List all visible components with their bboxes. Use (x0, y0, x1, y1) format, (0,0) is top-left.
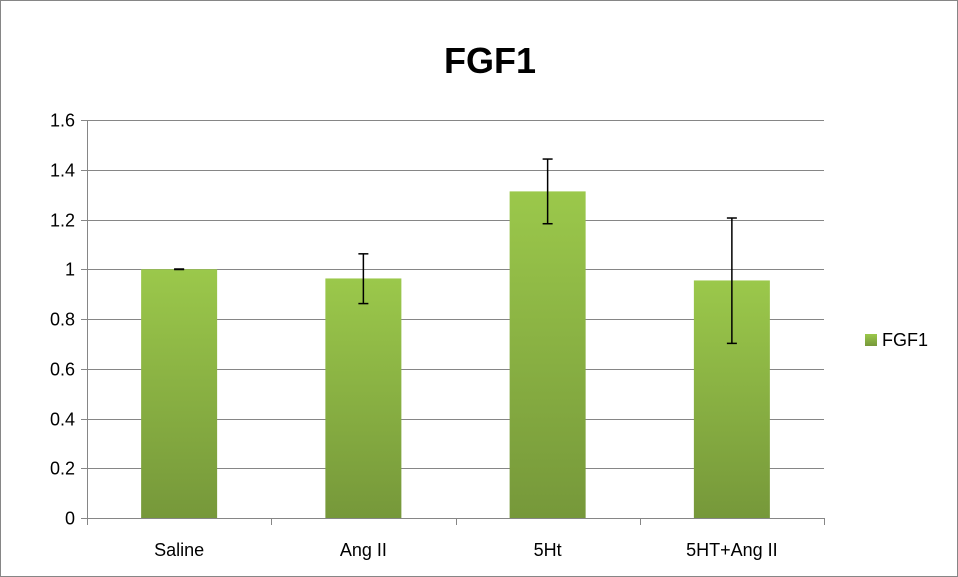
y-tick-label: 0.8 (50, 310, 75, 330)
chart-title: FGF1 (444, 40, 536, 81)
y-tick-label: 0 (65, 509, 75, 529)
x-tick-label: Ang II (340, 540, 387, 560)
y-tick-label: 0.2 (50, 459, 75, 479)
legend-label: FGF1 (882, 330, 928, 350)
y-tick-label: 1.6 (50, 111, 75, 131)
x-tick-label: 5Ht (534, 540, 562, 560)
error-bars (174, 158, 737, 345)
y-tick-label: 0.4 (50, 410, 75, 430)
axes (81, 120, 825, 525)
legend: FGF1 (865, 330, 928, 350)
bar (509, 191, 586, 519)
y-axis-tick-labels: 0 0.2 0.4 0.6 0.8 1 1.2 1.4 1.6 (50, 111, 75, 529)
x-tick-label: 5HT+Ang II (686, 540, 778, 560)
legend-swatch (865, 334, 877, 346)
bars (141, 191, 770, 519)
bar (325, 278, 402, 518)
y-tick-label: 1 (65, 260, 75, 280)
bar (141, 269, 218, 518)
y-tick-label: 0.6 (50, 360, 75, 380)
y-tick-label: 1.2 (50, 211, 75, 231)
y-tick-label: 1.4 (50, 161, 75, 181)
x-axis-tick-labels: Saline Ang II 5Ht 5HT+Ang II (154, 540, 778, 560)
x-tick-label: Saline (154, 540, 204, 560)
